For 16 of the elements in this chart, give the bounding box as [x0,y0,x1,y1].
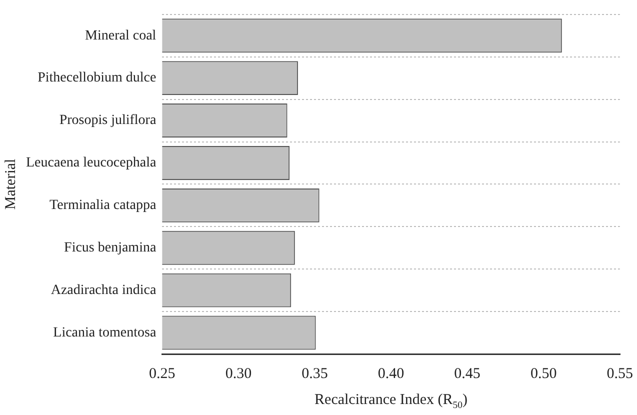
y-tick-label: Terminalia catappa [49,198,157,214]
y-tick-label: Azadirachta indica [50,282,157,298]
y-tick-label: Mineral coal [85,28,156,44]
x-tick-label: 0.30 [225,366,252,382]
x-tick-label: 0.35 [302,366,328,382]
y-tick-label: Ficus benjamina [64,240,157,256]
x-tick-label: 0.40 [378,366,404,382]
x-tick-label: 0.45 [454,366,480,382]
x-tick-label: 0.50 [530,366,557,382]
x-tick-label: 0.55 [606,366,633,382]
y-tick-label: Leucaena leucocephala [26,156,157,171]
x-tick-label: 0.25 [149,366,176,382]
y-tick-label: Pithecellobium dulce [38,70,156,86]
y-tick-label: Licania tomentosa [53,325,157,340]
y-axis-title: Material [2,158,19,210]
y-tick-label: Prosopis juliflora [59,113,157,128]
